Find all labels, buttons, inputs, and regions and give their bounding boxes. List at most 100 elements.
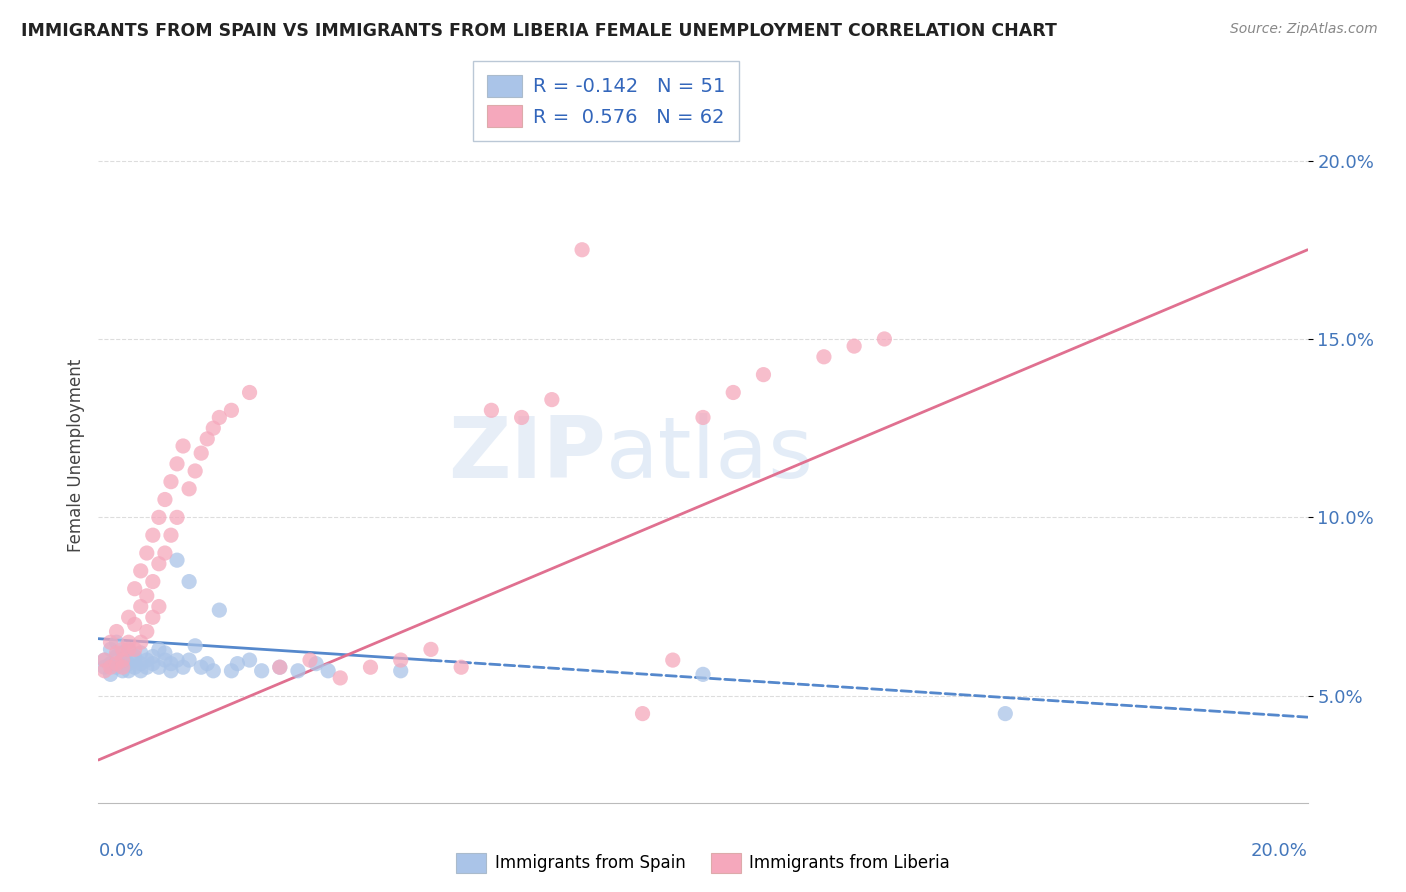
Point	[100, 667, 122, 681]
Point	[142, 528, 165, 542]
Text: 0.0%: 0.0%	[98, 842, 143, 860]
Point	[135, 589, 157, 603]
Point	[118, 642, 141, 657]
Point	[142, 574, 165, 589]
Point	[148, 599, 170, 614]
Point	[118, 642, 141, 657]
Point	[160, 664, 183, 678]
Point	[166, 653, 188, 667]
Point	[226, 657, 249, 671]
Point	[129, 635, 152, 649]
Point	[148, 642, 170, 657]
Point	[100, 657, 122, 671]
Point	[202, 421, 225, 435]
Point	[93, 653, 115, 667]
Point	[100, 660, 122, 674]
Point	[118, 657, 141, 671]
Point	[135, 546, 157, 560]
Point	[510, 410, 533, 425]
Point	[148, 660, 170, 674]
Point	[111, 664, 134, 678]
Point	[129, 657, 152, 671]
Point	[124, 660, 146, 674]
Point	[111, 646, 134, 660]
Point	[153, 653, 176, 667]
Point	[305, 657, 328, 671]
Point	[420, 642, 443, 657]
Point	[166, 457, 188, 471]
Point	[111, 660, 134, 674]
Point	[481, 403, 503, 417]
Point	[723, 385, 745, 400]
Point	[142, 610, 165, 624]
Point	[389, 653, 412, 667]
Point	[299, 653, 322, 667]
Point	[172, 439, 194, 453]
Point	[124, 617, 146, 632]
Point	[239, 653, 262, 667]
Point	[105, 635, 128, 649]
Point	[661, 653, 683, 667]
Point	[124, 582, 146, 596]
Y-axis label: Female Unemployment: Female Unemployment	[66, 359, 84, 551]
Point	[179, 653, 201, 667]
Point	[190, 660, 212, 674]
Point	[221, 664, 243, 678]
Point	[873, 332, 896, 346]
Point	[105, 649, 128, 664]
Point	[135, 653, 157, 667]
Point	[172, 660, 194, 674]
Point	[93, 660, 115, 674]
Point	[160, 657, 183, 671]
Legend: R = -0.142   N = 51, R =  0.576   N = 62: R = -0.142 N = 51, R = 0.576 N = 62	[474, 61, 740, 141]
Point	[105, 657, 128, 671]
Point	[124, 653, 146, 667]
Point	[692, 410, 714, 425]
Point	[389, 664, 412, 678]
Point	[100, 642, 122, 657]
Point	[208, 410, 231, 425]
Point	[360, 660, 382, 674]
Point	[111, 653, 134, 667]
Point	[190, 446, 212, 460]
Point	[93, 653, 115, 667]
Point	[269, 660, 291, 674]
Point	[184, 639, 207, 653]
Point	[160, 475, 183, 489]
Point	[692, 667, 714, 681]
Point	[129, 664, 152, 678]
Point	[329, 671, 352, 685]
Point	[250, 664, 273, 678]
Point	[100, 635, 122, 649]
Point	[994, 706, 1017, 721]
Point	[221, 403, 243, 417]
Point	[269, 660, 291, 674]
Point	[135, 660, 157, 674]
Point	[118, 664, 141, 678]
Point	[111, 642, 134, 657]
Point	[239, 385, 262, 400]
Point	[179, 574, 201, 589]
Legend: Immigrants from Spain, Immigrants from Liberia: Immigrants from Spain, Immigrants from L…	[450, 847, 956, 880]
Point	[184, 464, 207, 478]
Point	[166, 553, 188, 567]
Point	[105, 624, 128, 639]
Point	[844, 339, 866, 353]
Point	[93, 664, 115, 678]
Point	[752, 368, 775, 382]
Point	[153, 492, 176, 507]
Point	[813, 350, 835, 364]
Point	[202, 664, 225, 678]
Text: Source: ZipAtlas.com: Source: ZipAtlas.com	[1230, 22, 1378, 37]
Point	[160, 528, 183, 542]
Point	[148, 557, 170, 571]
Point	[287, 664, 309, 678]
Point	[179, 482, 201, 496]
Point	[153, 546, 176, 560]
Point	[208, 603, 231, 617]
Point	[142, 649, 165, 664]
Point	[148, 510, 170, 524]
Point	[105, 646, 128, 660]
Point	[195, 657, 218, 671]
Point	[124, 649, 146, 664]
